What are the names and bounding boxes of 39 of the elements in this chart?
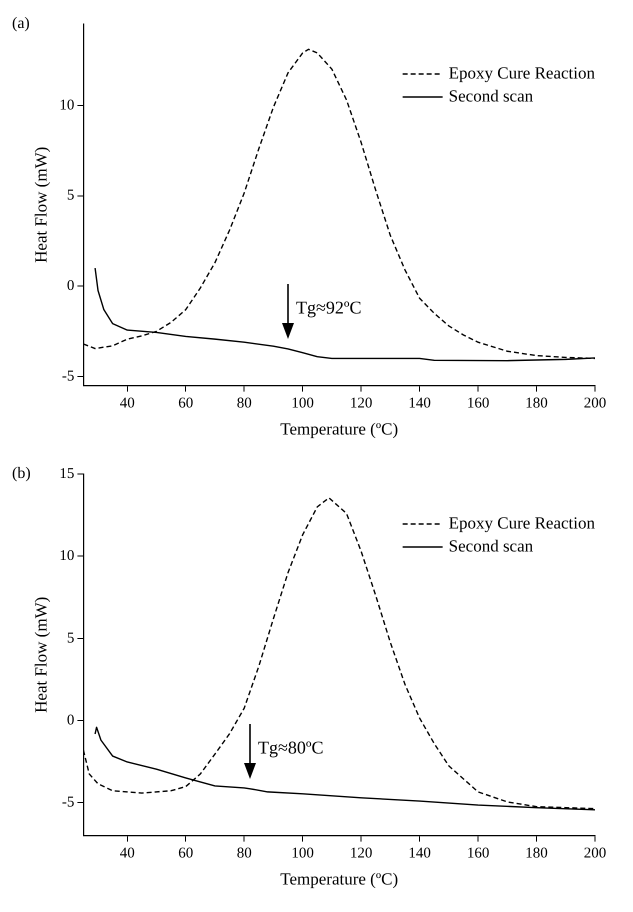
- x-axis-title: Temperature (ºC): [280, 419, 398, 438]
- x-tick-label: 180: [525, 396, 548, 412]
- y-axis-title: Heat Flow (mW): [32, 146, 51, 263]
- y-tick-label: 10: [59, 97, 74, 114]
- annotation: Tg≈92ºC: [296, 298, 362, 318]
- y-tick-label: -5: [62, 794, 74, 811]
- legend-label: Second scan: [448, 536, 534, 556]
- y-tick-label: 5: [66, 188, 74, 204]
- x-tick-label: 140: [408, 396, 431, 412]
- chart-title: (a): [12, 15, 30, 32]
- y-tick-label: 0: [66, 278, 74, 294]
- x-tick-label: 140: [408, 846, 431, 862]
- x-tick-label: 160: [466, 396, 490, 412]
- x-tick-label: 100: [291, 396, 314, 412]
- y-tick-label: 0: [66, 712, 74, 728]
- x-tick-label: 180: [525, 846, 548, 862]
- x-tick-label: 120: [350, 396, 372, 412]
- x-tick-label: 40: [120, 396, 135, 412]
- legend-label: Epoxy Cure Reaction: [448, 513, 596, 532]
- x-tick-label: 60: [178, 396, 194, 412]
- y-tick-label: 10: [59, 548, 74, 564]
- x-tick-label: 80: [236, 396, 252, 412]
- legend-label: Epoxy Cure Reaction: [448, 63, 596, 82]
- x-tick-label: 200: [584, 846, 606, 862]
- x-tick-label: 80: [236, 846, 252, 862]
- chart-title: (b): [12, 465, 31, 482]
- y-tick-label: 5: [66, 630, 74, 646]
- x-axis-title: Temperature (ºC): [280, 869, 398, 888]
- legend-label: Second scan: [448, 86, 534, 106]
- x-tick-label: 200: [584, 396, 606, 412]
- x-tick-label: 160: [466, 846, 490, 862]
- x-tick-label: 100: [291, 846, 314, 862]
- x-tick-label: 60: [178, 846, 194, 862]
- y-tick-label: -5: [62, 368, 74, 384]
- x-tick-label: 40: [120, 846, 135, 862]
- x-tick-label: 120: [350, 846, 372, 862]
- y-tick-label: 15: [59, 466, 74, 482]
- y-axis-title: Heat Flow (mW): [32, 596, 51, 713]
- annotation: Tg≈80ºC: [258, 737, 324, 758]
